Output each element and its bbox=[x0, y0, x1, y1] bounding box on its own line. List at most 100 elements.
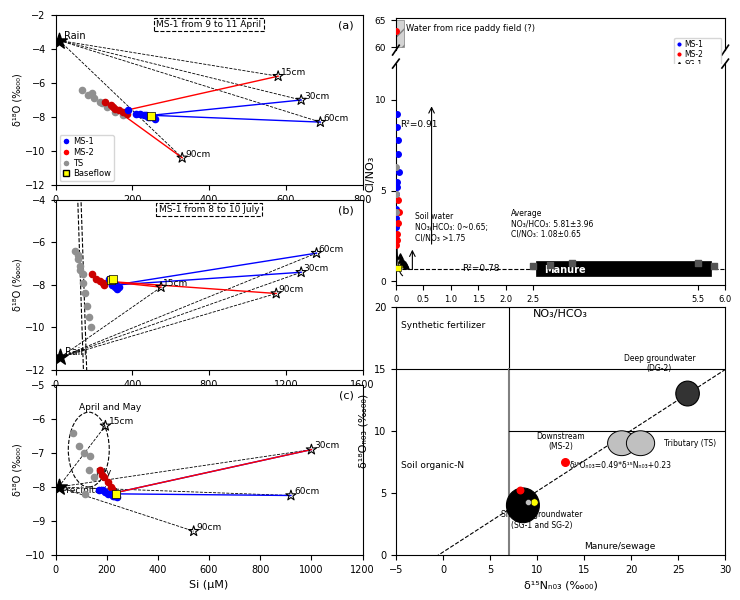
Point bbox=[392, 342, 404, 352]
Y-axis label: δ¹⁸O (‰₀₀): δ¹⁸O (‰₀₀) bbox=[13, 74, 22, 127]
Point bbox=[272, 71, 284, 81]
Point bbox=[314, 118, 326, 127]
Point bbox=[107, 491, 119, 500]
Point bbox=[53, 482, 64, 492]
Point bbox=[708, 261, 720, 271]
Point bbox=[86, 88, 98, 98]
Text: (b): (b) bbox=[337, 205, 354, 215]
Point bbox=[104, 482, 116, 492]
Point bbox=[692, 361, 704, 371]
Text: Rain: Rain bbox=[64, 31, 86, 41]
Point bbox=[94, 97, 106, 106]
Text: 90cm: 90cm bbox=[278, 286, 304, 295]
Ellipse shape bbox=[676, 381, 699, 406]
Text: δ¹⁸Oₙ₀₃=0.49*δ¹⁵Nₙ₀₃+0.23: δ¹⁸Oₙ₀₃=0.49*δ¹⁵Nₙ₀₃+0.23 bbox=[570, 461, 672, 470]
Point bbox=[85, 323, 97, 332]
Point bbox=[105, 100, 117, 110]
Point bbox=[146, 112, 158, 121]
Point bbox=[391, 135, 403, 145]
Point bbox=[394, 256, 406, 265]
Text: Soil water
NO₃/HCO₃: 0~0.65;
Cl/NO₃ >1.75: Soil water NO₃/HCO₃: 0~0.65; Cl/NO₃ >1.7… bbox=[415, 212, 488, 242]
Point bbox=[395, 360, 407, 370]
Point bbox=[391, 204, 403, 214]
Point bbox=[399, 259, 411, 269]
Point bbox=[391, 317, 403, 326]
Point bbox=[391, 110, 403, 119]
Point bbox=[176, 153, 188, 163]
Point bbox=[393, 346, 405, 356]
Text: R²=0.78: R²=0.78 bbox=[462, 265, 500, 274]
Point bbox=[144, 112, 155, 122]
Point bbox=[295, 268, 307, 277]
Point bbox=[391, 338, 403, 348]
Ellipse shape bbox=[608, 431, 636, 455]
Point bbox=[397, 361, 408, 371]
Point bbox=[117, 110, 129, 120]
Text: R²=0.91: R²=0.91 bbox=[400, 120, 438, 129]
Point bbox=[72, 254, 84, 264]
Point bbox=[285, 491, 297, 500]
Text: Downstream
(MS-2): Downstream (MS-2) bbox=[536, 432, 585, 451]
Point bbox=[88, 472, 100, 482]
Point bbox=[88, 94, 100, 103]
Point bbox=[392, 149, 404, 159]
Ellipse shape bbox=[626, 431, 655, 455]
Point bbox=[544, 260, 556, 270]
Point bbox=[107, 274, 119, 283]
Text: 15cm: 15cm bbox=[109, 418, 134, 427]
Point bbox=[393, 208, 405, 217]
Point bbox=[390, 213, 402, 223]
Text: Soil organic-N: Soil organic-N bbox=[400, 461, 464, 470]
Point bbox=[544, 362, 556, 371]
Point bbox=[95, 470, 107, 480]
Point bbox=[391, 229, 403, 239]
Point bbox=[692, 259, 704, 268]
Point bbox=[90, 274, 101, 283]
Point bbox=[395, 260, 407, 270]
Point bbox=[140, 110, 152, 120]
Point bbox=[565, 361, 577, 371]
Point bbox=[565, 259, 577, 268]
Point bbox=[123, 106, 135, 115]
Point bbox=[311, 248, 323, 258]
Point bbox=[102, 489, 114, 499]
Point bbox=[79, 289, 91, 298]
Text: 15cm: 15cm bbox=[164, 279, 189, 288]
Text: 30cm: 30cm bbox=[314, 441, 340, 450]
Bar bbox=[536, 262, 711, 276]
Text: Manure/sewage: Manure/sewage bbox=[584, 542, 656, 551]
Point bbox=[110, 280, 122, 290]
Point bbox=[397, 259, 408, 268]
Point bbox=[102, 477, 114, 487]
Point bbox=[138, 110, 149, 120]
Point bbox=[708, 362, 720, 371]
Point bbox=[95, 465, 107, 475]
Point bbox=[390, 162, 402, 172]
Point bbox=[391, 341, 403, 350]
Point bbox=[72, 250, 84, 260]
X-axis label: NO₃/HCO₃: NO₃/HCO₃ bbox=[533, 309, 588, 319]
Ellipse shape bbox=[506, 488, 539, 523]
Point bbox=[149, 114, 161, 124]
Point bbox=[390, 332, 402, 342]
Point bbox=[390, 347, 402, 357]
Point bbox=[95, 98, 107, 108]
Point bbox=[397, 361, 409, 371]
Point bbox=[78, 269, 90, 279]
Point bbox=[105, 275, 117, 284]
Point bbox=[393, 167, 405, 177]
Text: Deep groundwater
(DG-2): Deep groundwater (DG-2) bbox=[624, 354, 695, 373]
Point bbox=[110, 489, 121, 499]
Text: 30cm: 30cm bbox=[303, 264, 329, 273]
Point bbox=[107, 102, 119, 112]
Point bbox=[306, 445, 317, 454]
Point bbox=[391, 177, 403, 187]
Point bbox=[391, 240, 403, 250]
Point bbox=[84, 452, 96, 461]
Point bbox=[86, 269, 98, 279]
Text: Average
NO₃/HCO₃: 5.81±3.96
Cl/NO₃: 1.08±0.65: Average NO₃/HCO₃: 5.81±3.96 Cl/NO₃: 1.08… bbox=[511, 209, 593, 239]
Text: Water from rice paddy field (?): Water from rice paddy field (?) bbox=[406, 24, 535, 33]
Point bbox=[121, 109, 132, 118]
Point bbox=[392, 263, 404, 272]
Text: 60cm: 60cm bbox=[319, 245, 344, 254]
